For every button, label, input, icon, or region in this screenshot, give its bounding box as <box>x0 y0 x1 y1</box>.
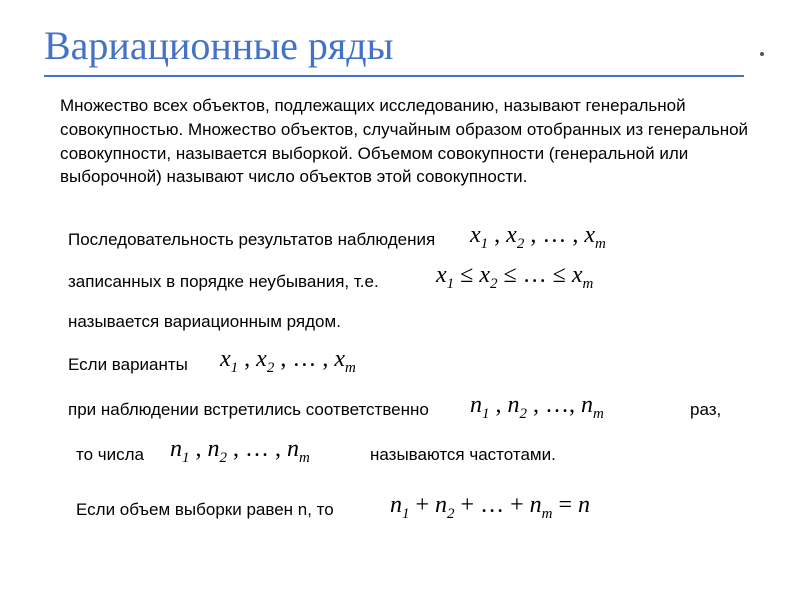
line-sequence-label: Последовательность результатов наблюдени… <box>68 230 435 250</box>
title-rule <box>44 75 744 77</box>
formula-x-list: x1 , x2 , … , xm <box>470 222 606 253</box>
line-sample-size: Если объем выборки равен n, то <box>76 500 334 520</box>
formula-n-list-2: n1 , n2 , … , nm <box>170 436 310 467</box>
line-occurrence-suffix: раз, <box>690 400 721 420</box>
formula-n-list: n1 , n2 , …, nm <box>470 392 604 423</box>
slide: Вариационные ряды Множество всех объекто… <box>0 0 800 600</box>
line-numbers-prefix: то числа <box>76 445 144 465</box>
line-order-label: записанных в порядке неубывания, т.е. <box>68 272 379 292</box>
formula-x-order: x1 ≤ x2 ≤ … ≤ xm <box>436 262 593 293</box>
line-frequencies: называются частотами. <box>370 445 556 465</box>
formula-n-sum: n1 + n2 + … + nm = n <box>390 492 590 523</box>
line-variants: Если варианты <box>68 355 188 375</box>
formula-x-list-2: x1 , x2 , … , xm <box>220 346 356 377</box>
intro-paragraph: Множество всех объектов, подлежащих иссл… <box>60 94 750 189</box>
decorative-dot <box>760 52 764 56</box>
line-varseries: называется вариационным рядом. <box>68 312 341 332</box>
line-occurrence: при наблюдении встретились соответственн… <box>68 400 429 420</box>
page-title: Вариационные ряды <box>44 22 393 69</box>
